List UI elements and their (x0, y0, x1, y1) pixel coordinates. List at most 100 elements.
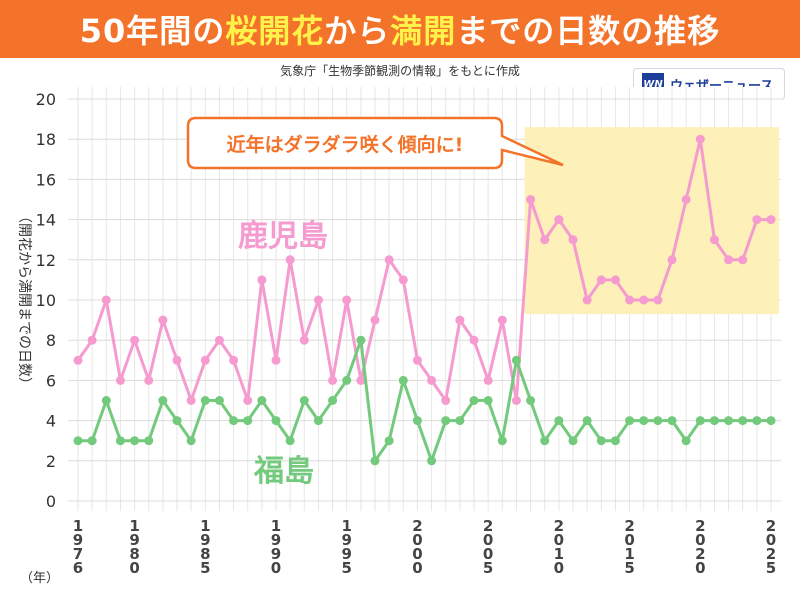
data-point-kagoshima (469, 335, 479, 345)
data-point-fukushima (130, 436, 140, 446)
data-point-fukushima (186, 436, 196, 446)
x-tick-digit: 1 (73, 517, 83, 535)
data-point-kagoshima (610, 275, 620, 285)
x-tick-digit: 8 (200, 545, 210, 563)
data-point-fukushima (87, 436, 97, 446)
data-point-kagoshima (681, 195, 691, 204)
y-tick-label: 12 (36, 251, 56, 270)
data-point-fukushima (214, 396, 224, 405)
y-tick-label: 2 (46, 452, 56, 471)
x-tick-digit: 7 (73, 545, 83, 563)
x-tick-digit: 9 (341, 531, 351, 549)
data-point-kagoshima (285, 255, 295, 265)
callout-bubble: 近年はダラダラ咲く傾向に! (186, 116, 564, 170)
x-tick-digit: 2 (624, 517, 634, 535)
data-point-kagoshima (144, 375, 154, 385)
data-point-kagoshima (398, 275, 408, 285)
data-point-fukushima (328, 396, 338, 405)
data-point-kagoshima (441, 396, 451, 405)
data-point-kagoshima (582, 295, 592, 305)
y-tick-label: 8 (46, 331, 56, 350)
data-point-fukushima (243, 416, 253, 426)
highlight-region (524, 127, 779, 315)
data-point-kagoshima (186, 396, 196, 405)
data-point-kagoshima (257, 275, 267, 285)
data-point-fukushima (356, 335, 366, 345)
data-point-fukushima (398, 375, 408, 385)
data-point-fukushima (200, 396, 210, 405)
data-point-fukushima (653, 416, 663, 426)
data-point-fukushima (229, 416, 239, 426)
y-axis-label: （開花から満開までの日数） (16, 209, 32, 391)
data-point-kagoshima (412, 355, 422, 365)
x-axis-label: （年） (20, 571, 59, 586)
x-tick-digit: 6 (73, 559, 83, 577)
data-point-fukushima (370, 456, 380, 466)
data-point-fukushima (285, 436, 295, 446)
data-point-fukushima (738, 416, 748, 426)
data-point-fukushima (441, 416, 451, 426)
data-point-kagoshima (483, 375, 493, 385)
x-tick-digit: 0 (412, 531, 422, 549)
data-point-fukushima (73, 436, 83, 446)
source-note: 気象庁「生物季節観測の情報」をもとに作成 (280, 64, 520, 78)
data-point-kagoshima (115, 375, 125, 385)
data-point-fukushima (101, 396, 111, 405)
data-point-kagoshima (384, 255, 394, 265)
data-point-fukushima (412, 416, 422, 426)
data-point-fukushima (625, 416, 635, 426)
x-tick-digit: 5 (200, 559, 210, 577)
x-tick-digit: 2 (766, 517, 776, 535)
x-tick-digit: 0 (129, 559, 139, 577)
y-tick-label: 20 (36, 90, 56, 109)
x-tick-digit: 2 (766, 545, 776, 563)
x-tick-digit: 0 (766, 531, 776, 549)
data-point-fukushima (427, 456, 437, 466)
x-tick-digit: 9 (341, 545, 351, 563)
data-point-fukushima (313, 416, 323, 426)
data-point-fukushima (483, 396, 493, 405)
x-tick-digit: 2 (483, 517, 493, 535)
data-point-kagoshima (342, 295, 352, 305)
data-point-fukushima (511, 355, 521, 365)
x-tick-digit: 5 (483, 559, 493, 577)
data-point-fukushima (582, 416, 592, 426)
data-point-kagoshima (738, 255, 748, 265)
x-tick-digit: 5 (341, 559, 351, 577)
data-point-fukushima (724, 416, 734, 426)
x-tick-digit: 0 (271, 559, 281, 577)
data-point-fukushima (469, 396, 479, 405)
x-tick-digit: 1 (129, 517, 139, 535)
x-tick-digit: 2 (554, 517, 564, 535)
x-tick-digit: 0 (412, 559, 422, 577)
title-highlight-2: 満開 (390, 12, 457, 50)
x-tick-digit: 2 (695, 517, 705, 535)
data-point-kagoshima (554, 215, 564, 225)
data-point-kagoshima (596, 275, 606, 285)
data-point-fukushima (681, 436, 691, 446)
data-point-kagoshima (243, 396, 253, 405)
data-point-fukushima (568, 436, 578, 446)
data-point-kagoshima (709, 235, 719, 245)
title-part-2: から (324, 12, 391, 50)
data-point-kagoshima (511, 396, 521, 405)
x-tick-digit: 9 (200, 531, 210, 549)
data-point-fukushima (455, 416, 465, 426)
data-point-kagoshima (427, 375, 437, 385)
y-tick-label: 4 (46, 412, 56, 431)
data-point-kagoshima (200, 355, 210, 365)
data-point-kagoshima (540, 235, 550, 245)
data-point-fukushima (299, 396, 309, 405)
data-point-kagoshima (158, 315, 168, 325)
x-tick-digit: 0 (695, 559, 705, 577)
y-tick-label: 16 (36, 170, 56, 189)
title-part-3: までの日数の推移 (456, 12, 721, 50)
data-point-kagoshima (370, 315, 380, 325)
